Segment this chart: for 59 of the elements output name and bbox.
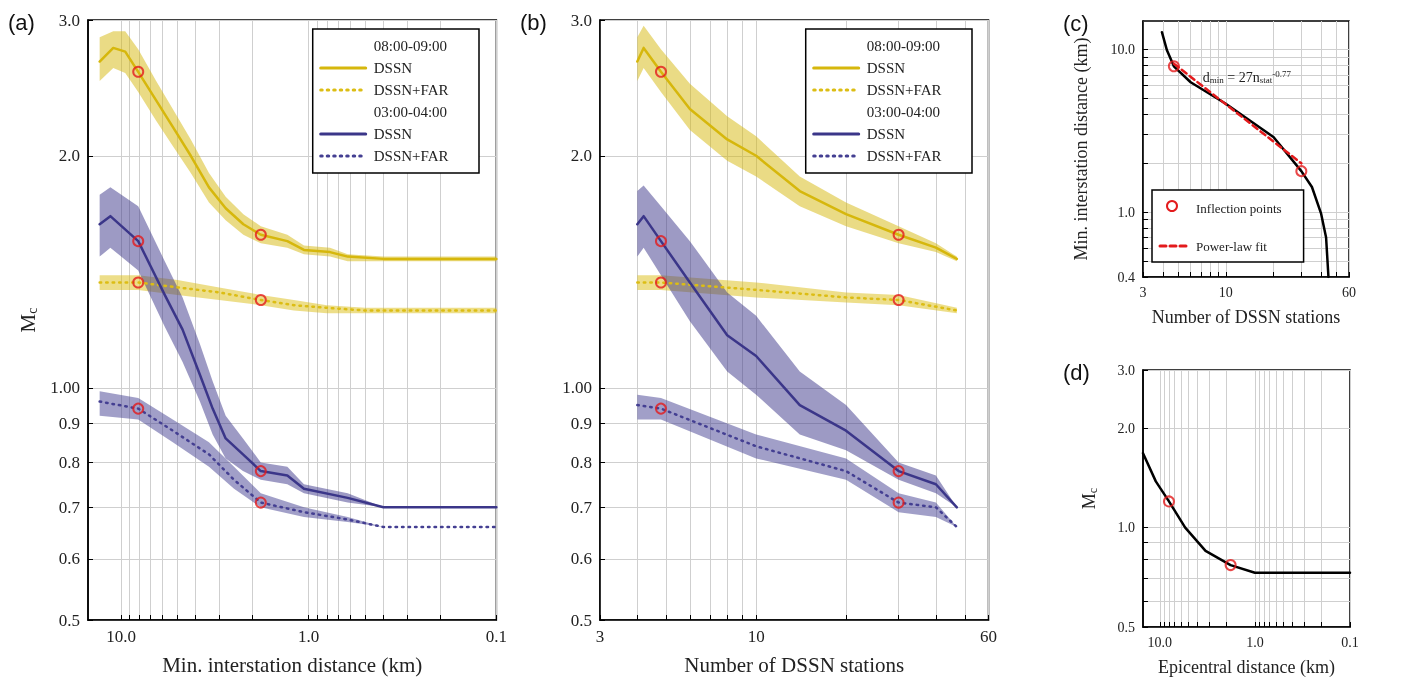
chart-title: (c) xyxy=(1063,10,1089,36)
annotation: 03:00-04:00 xyxy=(866,104,941,120)
x-tick-label: 60 xyxy=(1342,284,1356,300)
y-tick-label: 0.5 xyxy=(58,610,80,630)
y-tick-label: 2.0 xyxy=(570,146,592,166)
x-tick-label: 0.1 xyxy=(485,627,507,646)
legend-label: DSSN+FAR xyxy=(373,82,449,98)
x-tick-label: 10.0 xyxy=(106,627,136,646)
x-tick-label: 3 xyxy=(1139,284,1147,300)
x-tick-label: 0.1 xyxy=(1341,634,1359,650)
legend-label: DSSN+FAR xyxy=(866,82,942,98)
y-tick-label: 3.0 xyxy=(1117,362,1135,378)
y-tick-label: 1.0 xyxy=(1117,520,1135,536)
x-tick-label: 10 xyxy=(1218,284,1233,300)
y-tick-label: 1.00 xyxy=(50,378,80,398)
chart-title: (d) xyxy=(1063,359,1090,385)
y-tick-label: 1.00 xyxy=(562,378,592,398)
x-axis-title: Epicentral distance (km) xyxy=(1158,657,1335,678)
y-tick-label: 0.4 xyxy=(1117,269,1135,285)
y-tick-label: 2.0 xyxy=(58,146,80,166)
x-axis-title: Min. interstation distance (km) xyxy=(162,652,423,677)
annotation: 03:00-04:00 xyxy=(373,104,448,120)
x-tick-label: 60 xyxy=(980,627,997,646)
y-tick-label: 1.0 xyxy=(1117,204,1135,220)
y-tick-label: 10.0 xyxy=(1110,42,1135,58)
y-tick-label: 0.5 xyxy=(570,610,592,630)
y-tick-label: 3.0 xyxy=(58,10,80,30)
y-tick-label: 2.0 xyxy=(1117,420,1135,436)
x-tick-label: 1.0 xyxy=(298,627,320,646)
x-axis-title: Number of DSSN stations xyxy=(684,652,905,677)
y-tick-label: 0.7 xyxy=(570,497,593,517)
annotation: 08:00-09:00 xyxy=(373,38,448,54)
x-tick-label: 10 xyxy=(747,627,765,646)
y-tick-label: 0.9 xyxy=(58,413,80,433)
chart-title: (b) xyxy=(520,9,547,35)
legend-label: DSSN xyxy=(866,126,906,142)
legend-label: DSSN+FAR xyxy=(866,148,942,164)
legend-label: DSSN xyxy=(373,126,413,142)
y-tick-label: 0.6 xyxy=(570,549,592,569)
legend-label: DSSN xyxy=(866,60,906,76)
y-axis-title: Mc xyxy=(1079,487,1100,510)
x-axis-title: Number of DSSN stations xyxy=(1151,307,1341,327)
x-tick-label: 3 xyxy=(595,627,605,646)
y-tick-label: 0.7 xyxy=(58,497,81,517)
y-tick-label: 0.8 xyxy=(58,453,80,473)
x-tick-label: 10.0 xyxy=(1147,634,1172,650)
y-tick-label: 3.0 xyxy=(570,10,592,30)
y-tick-label: 0.8 xyxy=(570,453,592,473)
y-tick-label: 0.9 xyxy=(570,413,592,433)
y-axis-title: Min. interstation distance (km) xyxy=(1071,37,1092,261)
y-tick-label: 0.6 xyxy=(58,549,80,569)
x-tick-label: 1.0 xyxy=(1246,634,1264,650)
legend-label: Power-law fit xyxy=(1196,238,1268,254)
legend-label: DSSN xyxy=(373,60,413,76)
legend-label: Inflection points xyxy=(1196,200,1282,216)
y-tick-label: 0.5 xyxy=(1117,619,1135,635)
chart-title: (a) xyxy=(8,9,35,35)
legend-label: DSSN+FAR xyxy=(373,148,449,164)
annotation: 08:00-09:00 xyxy=(866,38,941,54)
